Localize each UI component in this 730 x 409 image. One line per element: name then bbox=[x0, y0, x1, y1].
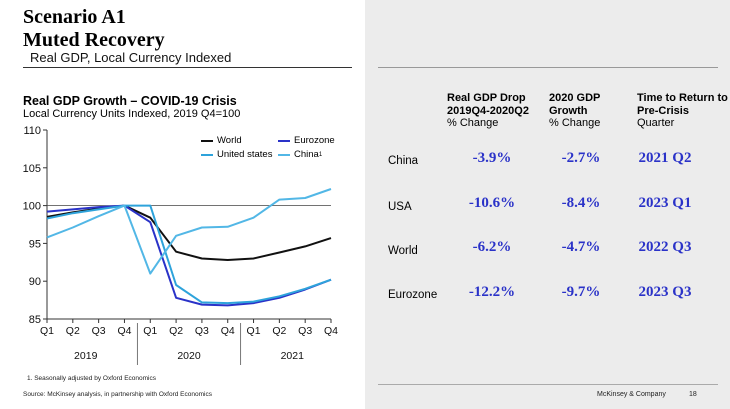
cell-eurozone-drop: -12.2% bbox=[468, 284, 516, 300]
column-header-return-unit: Quarter bbox=[637, 117, 675, 129]
row-label-china: China bbox=[388, 155, 419, 167]
cell-usa-return: 2023 Q1 bbox=[638, 195, 692, 211]
x-tick-label: Q1 bbox=[40, 325, 54, 337]
y-tick-label: 100 bbox=[23, 201, 41, 213]
year-label: 2019 bbox=[74, 350, 98, 362]
column-header-growth-unit: % Change bbox=[549, 117, 601, 129]
cell-china-drop: -3.9% bbox=[472, 150, 512, 166]
legend-swatch-china bbox=[278, 153, 290, 156]
legend-footnote-marker: 1 bbox=[318, 151, 323, 158]
legend-label-united-states: United states bbox=[217, 149, 273, 160]
x-tick-label: Q3 bbox=[195, 325, 209, 337]
cell-world-return: 2022 Q3 bbox=[638, 239, 692, 255]
year-label: 2021 bbox=[281, 350, 305, 362]
column-header-drop-line1: Real GDP Drop bbox=[447, 92, 526, 104]
series-line-world bbox=[46, 204, 332, 261]
legend-united-states: United states bbox=[201, 149, 272, 160]
series-line-eurozone bbox=[46, 204, 332, 307]
x-tick-label: Q1 bbox=[143, 325, 157, 337]
column-header-drop-line2: 2019Q4-2020Q2 bbox=[447, 104, 529, 117]
y-tick-label: 110 bbox=[23, 125, 41, 137]
legend-label-eurozone: Eurozone bbox=[294, 135, 335, 146]
footer-divider bbox=[378, 384, 718, 385]
x-tick-label: Q2 bbox=[66, 325, 80, 337]
divider-left bbox=[23, 67, 352, 68]
series-line-united-states bbox=[46, 204, 332, 305]
x-tick-label: Q2 bbox=[169, 325, 183, 337]
page-subtitle: Real GDP, Local Currency Indexed bbox=[30, 50, 232, 65]
cell-china-growth: -2.7% bbox=[561, 150, 601, 166]
x-tick-label: Q2 bbox=[272, 325, 286, 337]
source-note: Source: McKinsey analysis, in partnershi… bbox=[23, 391, 212, 398]
column-header-growth: 2020 GDP Growth % Change bbox=[549, 92, 600, 130]
page-title-line1: Scenario A1 bbox=[23, 6, 126, 28]
page-number: 18 bbox=[689, 391, 697, 398]
x-tick-label: Q4 bbox=[324, 325, 338, 337]
legend-label-world: World bbox=[217, 135, 242, 146]
cell-world-drop: -6.2% bbox=[472, 239, 512, 255]
page-title-line2: Muted Recovery bbox=[23, 29, 165, 51]
y-tick-label: 90 bbox=[29, 276, 41, 288]
footnote: 1. Seasonally adjusted by Oxford Economi… bbox=[27, 375, 156, 382]
legend-china: China 1 bbox=[278, 149, 322, 160]
legend-label-china: China bbox=[294, 149, 319, 160]
cell-eurozone-growth: -9.7% bbox=[561, 284, 601, 300]
column-header-return-line1: Time to Return to bbox=[637, 92, 728, 104]
cell-world-growth: -4.7% bbox=[561, 239, 601, 255]
legend-world: World bbox=[201, 135, 242, 146]
y-tick-label: 85 bbox=[29, 314, 41, 326]
divider-right bbox=[378, 67, 718, 68]
cell-usa-drop: -10.6% bbox=[468, 195, 516, 211]
column-header-drop: Real GDP Drop 2019Q4-2020Q2 % Change bbox=[447, 92, 529, 130]
line-chart: 85 90 95 100 105 110 Q1 Q2 Q3 Q4 Q1 Q2 Q3 Q4 Q1 Q2 Q3 Q4 2… bbox=[23, 125, 338, 365]
chart-subtitle: Local Currency Units Indexed, 2019 Q4=10… bbox=[23, 108, 241, 120]
row-label-usa: USA bbox=[388, 201, 412, 213]
cell-china-return: 2021 Q2 bbox=[638, 150, 692, 166]
right-panel bbox=[365, 0, 730, 409]
legend-swatch-eurozone bbox=[278, 139, 290, 142]
row-label-eurozone: Eurozone bbox=[388, 289, 438, 301]
x-tick-label: Q1 bbox=[247, 325, 261, 337]
column-header-return: Time to Return to Pre-Crisis Quarter bbox=[637, 92, 728, 130]
column-header-growth-line1: 2020 GDP bbox=[549, 92, 601, 104]
chart-title: Real GDP Growth – COVID-19 Crisis bbox=[23, 94, 237, 108]
column-header-growth-line2: Growth bbox=[549, 104, 588, 117]
x-tick-label: Q3 bbox=[298, 325, 312, 337]
column-header-drop-unit: % Change bbox=[447, 117, 499, 129]
cell-usa-growth: -8.4% bbox=[561, 195, 601, 211]
row-label-world: World bbox=[388, 245, 418, 257]
cell-eurozone-return: 2023 Q3 bbox=[638, 284, 692, 300]
column-header-return-line2: Pre-Crisis bbox=[637, 104, 689, 117]
x-tick-label: Q4 bbox=[221, 325, 235, 337]
legend-swatch-united-states bbox=[201, 153, 213, 156]
legend-eurozone: Eurozone bbox=[278, 135, 335, 146]
x-tick-label: Q4 bbox=[117, 325, 131, 337]
year-label: 2020 bbox=[177, 350, 201, 362]
y-tick-label: 95 bbox=[29, 238, 41, 250]
legend-swatch-world bbox=[201, 139, 213, 142]
x-tick-label: Q3 bbox=[92, 325, 106, 337]
company-name: McKinsey & Company bbox=[597, 391, 666, 398]
series-line-china bbox=[46, 188, 332, 275]
y-tick-label: 105 bbox=[23, 163, 41, 175]
